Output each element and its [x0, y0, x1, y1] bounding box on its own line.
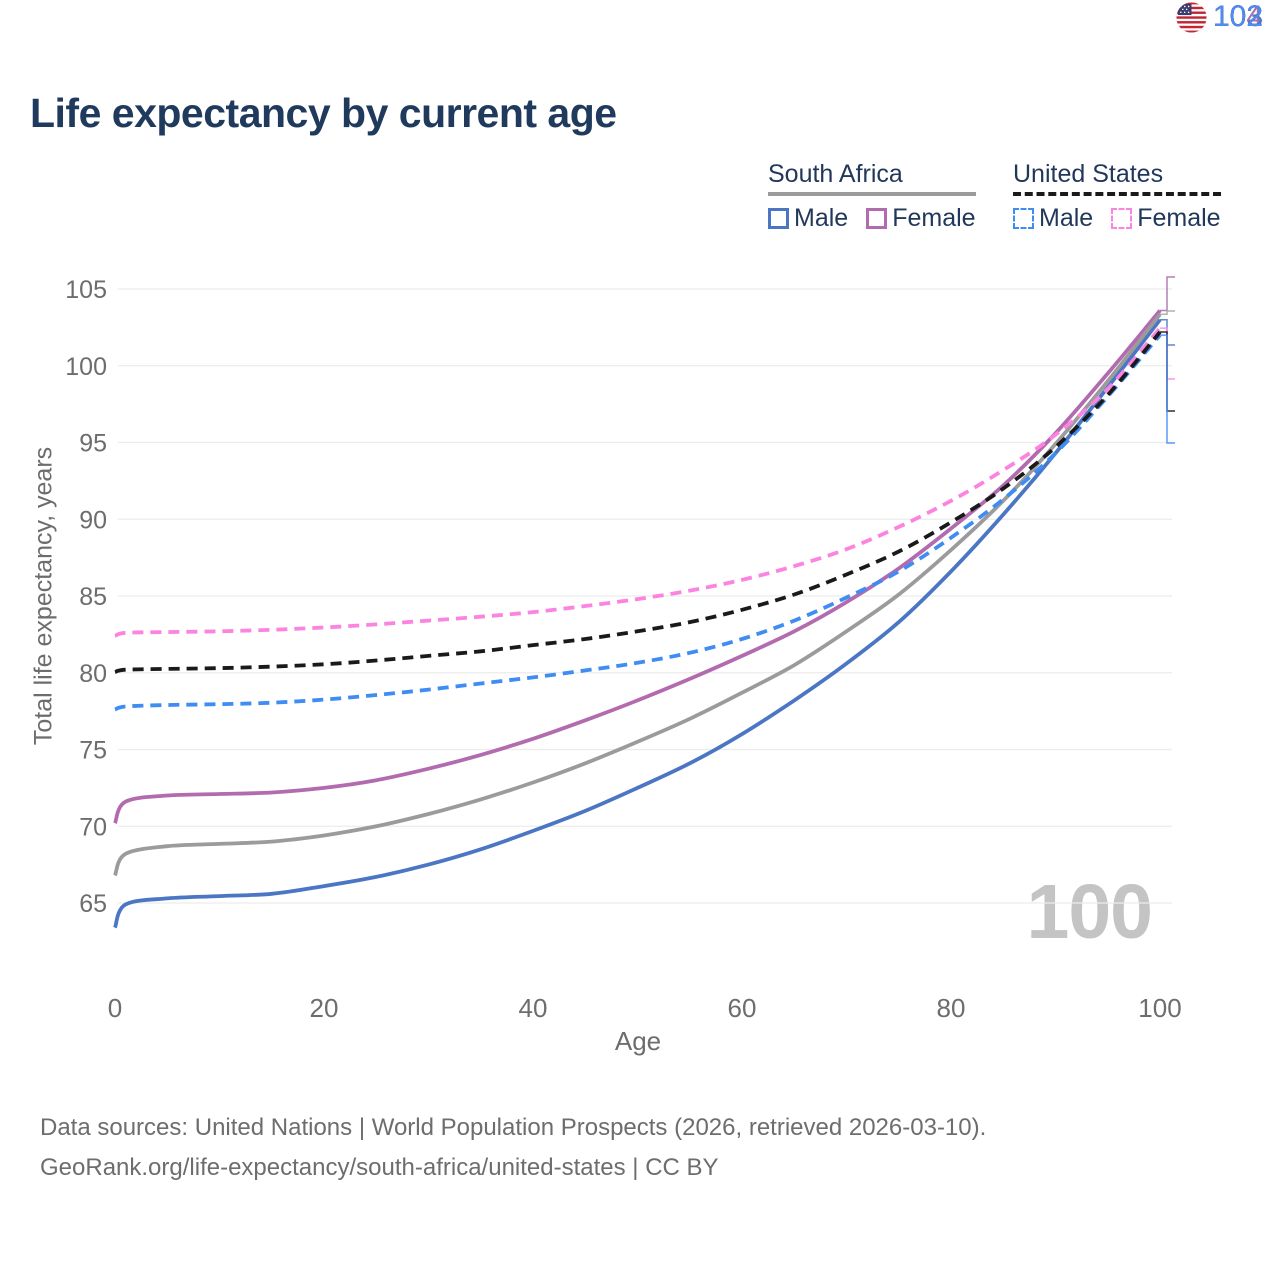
source-url-text: GeoRank.org/life-expectancy/south-africa…: [40, 1154, 719, 1181]
data-source-text: Data sources: United Nations | World Pop…: [40, 1114, 987, 1141]
y-axis-title: Total life expectancy, years: [29, 446, 58, 746]
end-value: 102: [1213, 0, 1264, 33]
legend-swatch-solid-blue: [768, 208, 789, 229]
page-title: Life expectancy by current age: [30, 90, 617, 136]
svg-text:0: 0: [108, 993, 122, 1023]
end-label-sa-female: 104: [1176, 0, 1263, 34]
svg-text:65: 65: [79, 890, 107, 918]
legend-underline-dashed: [1013, 192, 1221, 196]
legend-item-sa-female[interactable]: Female: [866, 204, 976, 233]
x-axis-title: Age: [614, 1026, 662, 1056]
legend-country-label: South Africa: [768, 160, 903, 188]
svg-text:95: 95: [79, 430, 107, 458]
legend-underline-solid: [768, 192, 976, 196]
legend-group-south-africa: South Africa Male Female: [768, 160, 976, 233]
end-label-us-male: 102: [1176, 0, 1263, 34]
legend-swatch-dashed-blue: [1013, 208, 1034, 229]
svg-text:60: 60: [728, 993, 757, 1023]
svg-text:40: 40: [519, 993, 548, 1023]
svg-text:100: 100: [1138, 993, 1181, 1023]
end-value: 102: [1213, 0, 1264, 33]
legend-country-label: United States: [1013, 160, 1164, 188]
end-label-sa-male: 103: [1176, 0, 1263, 34]
svg-text:90: 90: [79, 506, 107, 534]
end-label-us-female: 102: [1176, 0, 1263, 34]
end-value: 103: [1213, 0, 1264, 33]
svg-text:75: 75: [79, 737, 107, 765]
legend-item-us-male[interactable]: Male: [1013, 204, 1093, 233]
svg-text:100: 100: [65, 353, 107, 381]
footer: Data sources: United Nations | World Pop…: [40, 1108, 986, 1188]
legend-item-label: Female: [1137, 204, 1221, 232]
legend-item-label: Male: [794, 204, 849, 232]
svg-text:105: 105: [65, 276, 107, 304]
svg-text:70: 70: [79, 813, 107, 841]
end-label-us-total: 102: [1176, 0, 1263, 34]
svg-text:20: 20: [310, 993, 339, 1023]
end-value: 103: [1213, 0, 1264, 33]
watermark-100: 100: [1026, 869, 1153, 955]
legend-item-label: Female: [892, 204, 976, 232]
end-value: 104: [1213, 0, 1264, 33]
svg-text:80: 80: [79, 660, 107, 688]
legend-group-united-states: United States Male Female: [1013, 160, 1221, 233]
legend-item-us-female[interactable]: Female: [1111, 204, 1221, 233]
legend-item-sa-male[interactable]: Male: [768, 204, 848, 233]
svg-text:80: 80: [937, 993, 966, 1023]
legend-swatch-solid-purple: [866, 208, 888, 229]
end-label-sa-total: 103: [1176, 0, 1263, 34]
end-value: 102: [1213, 0, 1264, 33]
united-states-flag-icon: [1176, 2, 1207, 33]
svg-text:85: 85: [79, 583, 107, 611]
legend-swatch-dashed-pink: [1111, 208, 1133, 229]
legend-item-label: Male: [1039, 204, 1094, 232]
